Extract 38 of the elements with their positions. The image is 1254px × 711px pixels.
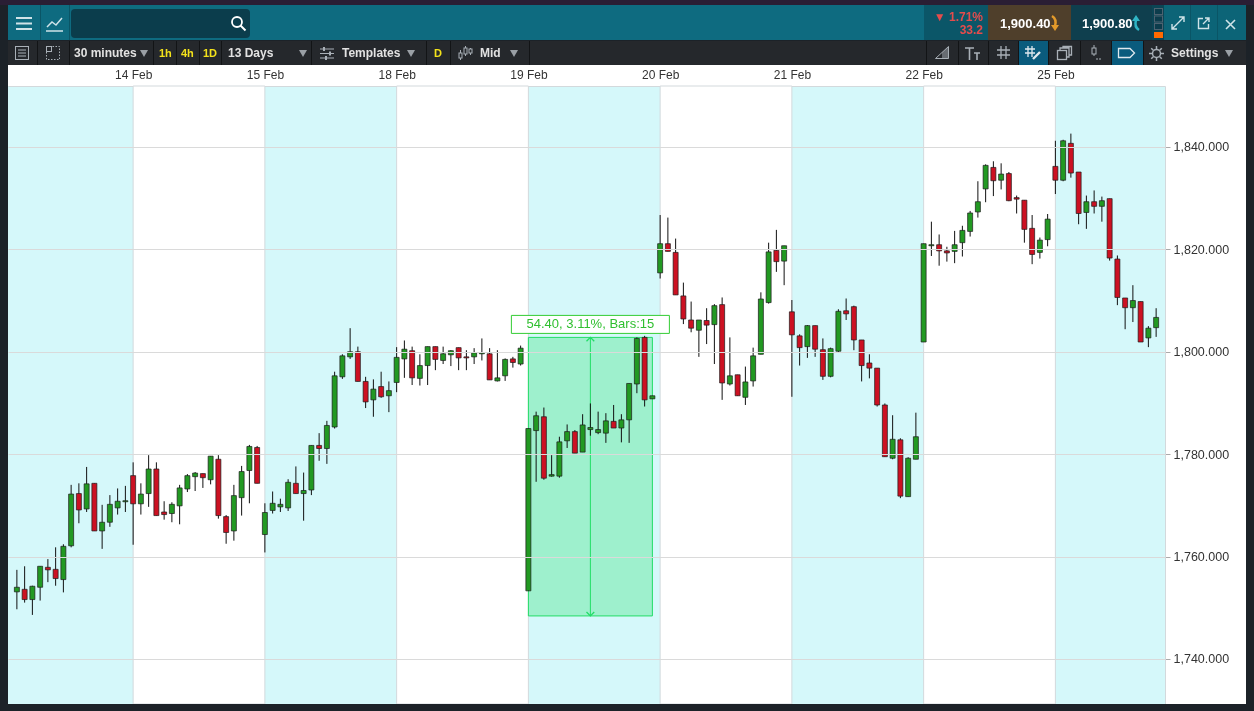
y-tick-label: 1,820.000 (1173, 242, 1230, 257)
x-tick-label: 21 Feb (773, 67, 812, 82)
candlestick (386, 380, 392, 413)
text: 1,900.40 (1000, 15, 1051, 31)
candlestick (913, 412, 919, 460)
text: 33.2 (959, 22, 983, 37)
candlestick (1153, 307, 1159, 338)
y-tick-label: 1,840.000 (1173, 140, 1230, 155)
x-tick-label: 19 Feb (510, 67, 548, 82)
text: 30 minutes (74, 46, 137, 60)
text: Settings (1171, 46, 1219, 60)
text: Templates (342, 46, 401, 60)
text: Mid (480, 46, 501, 60)
text: 13 Days (228, 46, 274, 60)
candlestick (262, 502, 268, 553)
annotation: 54.40, 3.11%, Bars:15 (526, 316, 655, 332)
x-tick-label: 15 Feb (246, 67, 285, 82)
candlestick (789, 299, 795, 398)
text: 1D (203, 46, 218, 60)
candlestick (223, 514, 229, 545)
candlestick (564, 423, 570, 449)
text: 1h (159, 46, 172, 60)
candlestick (502, 357, 508, 382)
y-tick-label: 1,760.000 (1173, 550, 1230, 565)
text: ▼ 1.71% (933, 10, 983, 24)
x-tick-label: 14 Feb (114, 67, 153, 82)
text: 1,900.80 (1082, 15, 1133, 31)
x-tick-label: 25 Feb (1037, 67, 1075, 82)
y-tick-label: 1,800.000 (1173, 345, 1230, 360)
y-tick-label: 1,740.000 (1173, 652, 1230, 667)
x-tick-label: 20 Feb (641, 67, 680, 82)
candlestick (665, 217, 671, 252)
candlestick (975, 180, 981, 219)
text: D (434, 46, 442, 60)
x-tick-label: 22 Feb (905, 67, 944, 82)
x-tick-label: 18 Feb (378, 67, 417, 82)
y-tick-label: 1,780.000 (1173, 447, 1230, 462)
text: 4h (181, 46, 194, 60)
